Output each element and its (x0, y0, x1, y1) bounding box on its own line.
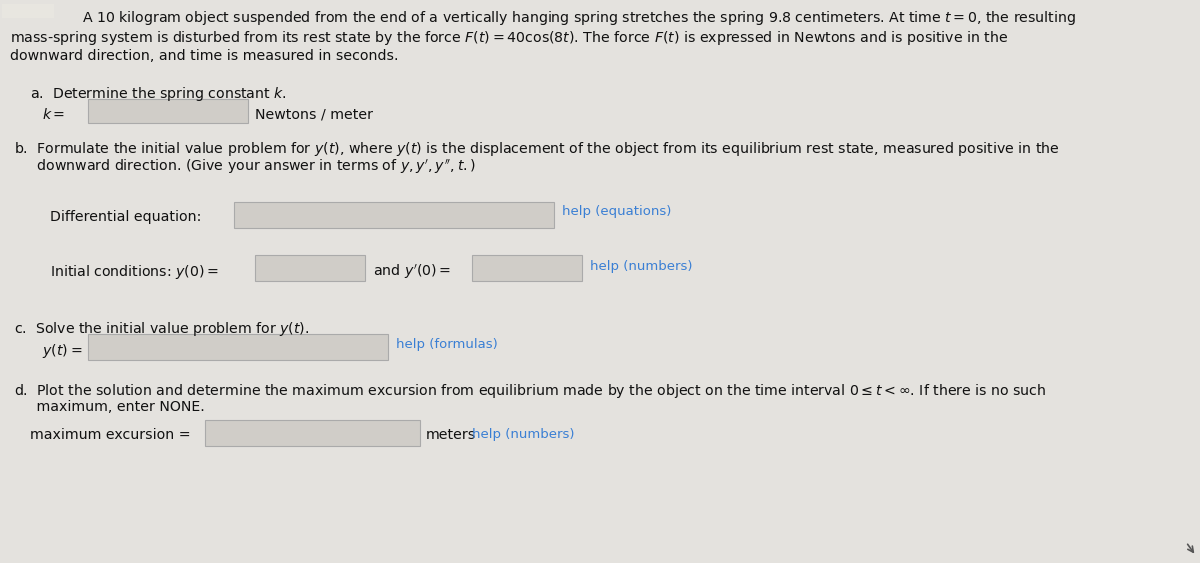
FancyBboxPatch shape (234, 202, 554, 228)
Text: maximum, enter NONE.: maximum, enter NONE. (14, 400, 205, 414)
Text: b.  Formulate the initial value problem for $y(t)$, where $y(t)$ is the displace: b. Formulate the initial value problem f… (14, 140, 1060, 158)
Text: mass-spring system is disturbed from its rest state by the force $F(t) = 40\cos(: mass-spring system is disturbed from its… (10, 29, 1008, 47)
Text: $k =$: $k =$ (42, 107, 65, 122)
Text: c.  Solve the initial value problem for $y(t)$.: c. Solve the initial value problem for $… (14, 320, 310, 338)
FancyBboxPatch shape (88, 99, 248, 123)
Text: $y(t) =$: $y(t) =$ (42, 342, 83, 360)
FancyBboxPatch shape (2, 4, 54, 18)
Text: help (formulas): help (formulas) (396, 338, 498, 351)
Text: A 10 kilogram object suspended from the end of a vertically hanging spring stret: A 10 kilogram object suspended from the … (82, 9, 1076, 27)
Text: help (equations): help (equations) (562, 205, 671, 218)
Text: downward direction, and time is measured in seconds.: downward direction, and time is measured… (10, 49, 398, 63)
Text: Differential equation:: Differential equation: (50, 210, 202, 224)
Text: help (numbers): help (numbers) (472, 428, 575, 441)
Text: downward direction. (Give your answer in terms of $y, y', y'', t.$): downward direction. (Give your answer in… (14, 158, 476, 176)
Text: maximum excursion =: maximum excursion = (30, 428, 191, 442)
Text: and $y'(0) =$: and $y'(0) =$ (373, 263, 451, 281)
Text: meters: meters (426, 428, 476, 442)
FancyBboxPatch shape (205, 420, 420, 446)
Text: a.  Determine the spring constant $k$.: a. Determine the spring constant $k$. (30, 85, 287, 103)
FancyBboxPatch shape (256, 255, 365, 281)
FancyBboxPatch shape (88, 334, 388, 360)
Text: Initial conditions: $y(0) =$: Initial conditions: $y(0) =$ (50, 263, 218, 281)
Text: Newtons / meter: Newtons / meter (256, 107, 373, 121)
Text: help (numbers): help (numbers) (590, 260, 692, 273)
Text: d.  Plot the solution and determine the maximum excursion from equilibrium made : d. Plot the solution and determine the m… (14, 382, 1046, 400)
FancyBboxPatch shape (472, 255, 582, 281)
